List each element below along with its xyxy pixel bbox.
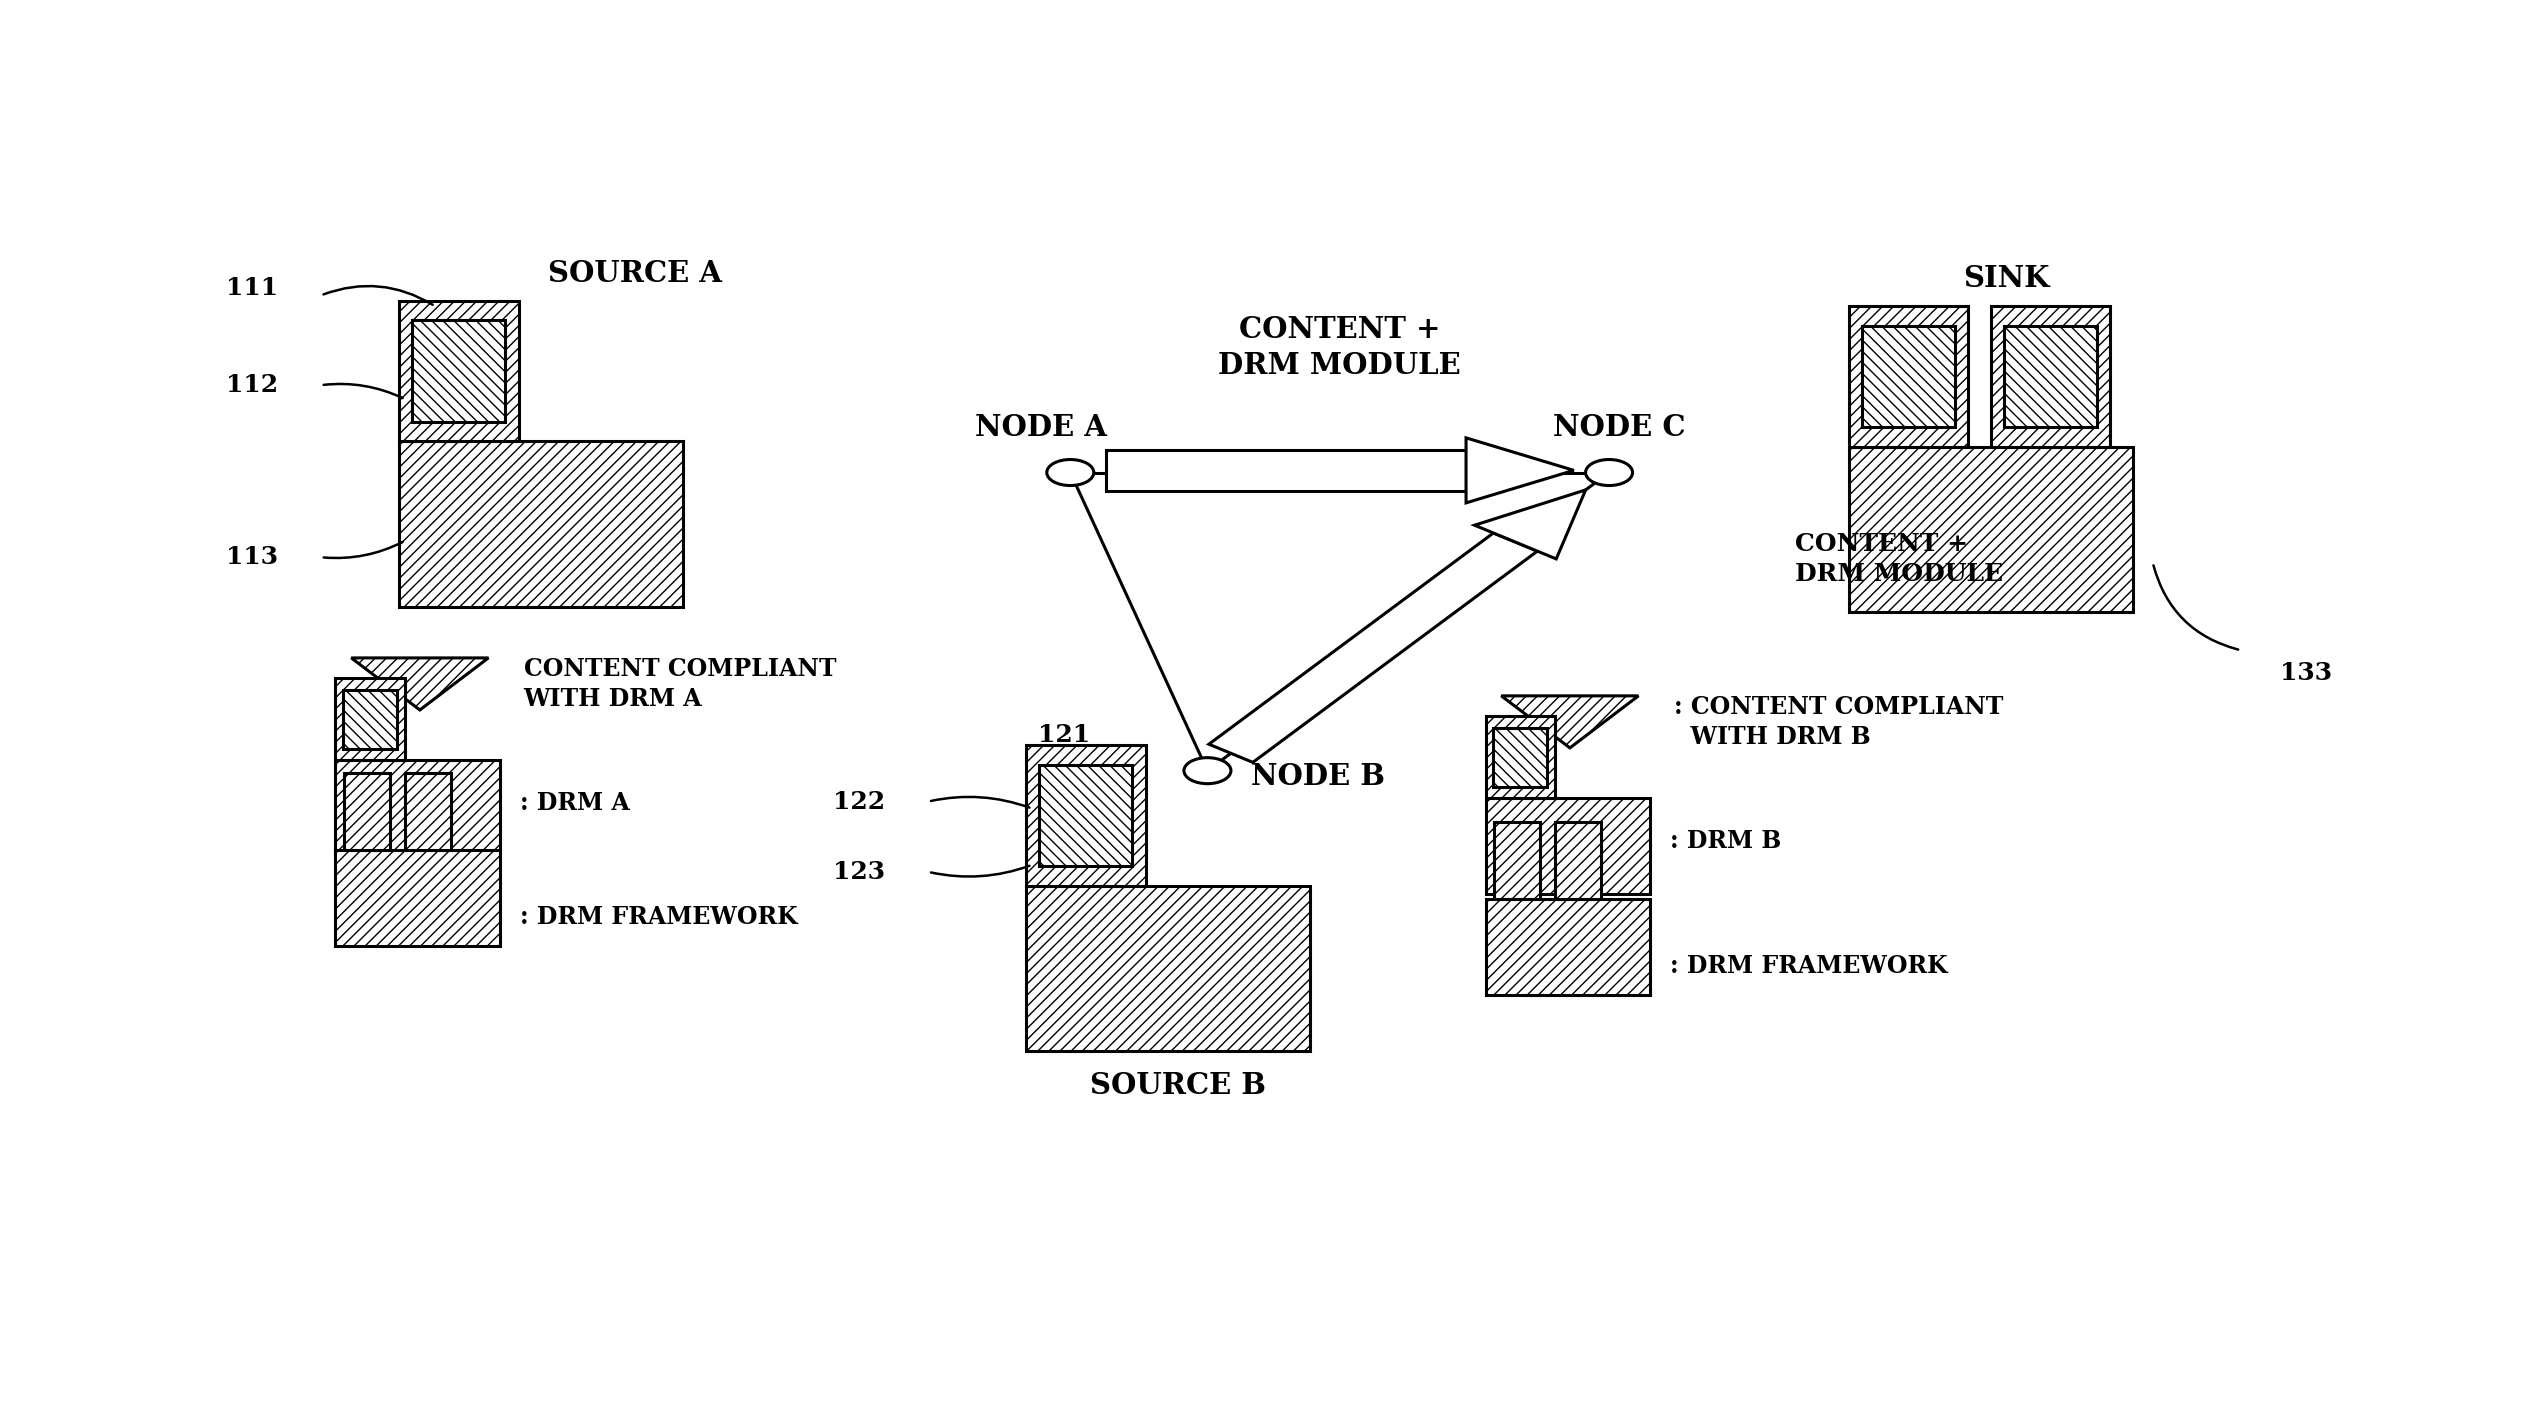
Text: 111: 111 [225, 276, 278, 300]
Bar [1992, 306, 2111, 446]
Bar [404, 773, 450, 850]
Text: : DRM B: : DRM B [1671, 829, 1782, 853]
Bar [1486, 717, 1555, 798]
Bar [344, 690, 397, 749]
Circle shape [1047, 459, 1095, 486]
Text: SOURCE A: SOURCE A [549, 259, 723, 287]
Bar [1494, 822, 1540, 898]
Text: NODE C: NODE C [1552, 413, 1686, 442]
Bar [1863, 325, 1954, 427]
Polygon shape [1466, 438, 1575, 503]
Bar [399, 301, 518, 442]
Text: CONTENT +
DRM MODULE: CONTENT + DRM MODULE [1795, 532, 2002, 586]
Bar [1555, 822, 1600, 898]
Text: 122: 122 [834, 790, 885, 814]
Text: SOURCE B: SOURCE B [1090, 1071, 1267, 1100]
Bar [336, 850, 501, 946]
Text: SINK: SINK [1964, 265, 2050, 293]
Polygon shape [1208, 534, 1537, 762]
Text: NODE B: NODE B [1251, 762, 1385, 790]
Text: CONTENT +
DRM MODULE: CONTENT + DRM MODULE [1218, 315, 1461, 380]
Text: CONTENT COMPLIANT
WITH DRM A: CONTENT COMPLIANT WITH DRM A [523, 658, 837, 711]
Bar [412, 321, 506, 422]
Text: 133: 133 [2280, 662, 2333, 686]
Bar [1848, 446, 2134, 612]
Text: : DRM FRAMEWORK: : DRM FRAMEWORK [1671, 953, 1947, 977]
Bar [1486, 798, 1651, 894]
Bar [399, 442, 683, 607]
Circle shape [1183, 758, 1231, 784]
Bar [1026, 745, 1145, 886]
Bar [1494, 728, 1547, 787]
Text: 112: 112 [225, 373, 278, 397]
Text: : DRM FRAMEWORK: : DRM FRAMEWORK [521, 905, 796, 929]
Bar [1848, 306, 1969, 446]
Text: : CONTENT COMPLIANT
  WITH DRM B: : CONTENT COMPLIANT WITH DRM B [1674, 696, 2002, 749]
Text: : DRM A: : DRM A [521, 791, 629, 815]
Bar [336, 679, 404, 760]
Polygon shape [1502, 696, 1638, 748]
Text: 121: 121 [1039, 722, 1090, 746]
Bar [336, 760, 501, 856]
Text: 113: 113 [225, 545, 278, 569]
Circle shape [1585, 459, 1633, 486]
Bar [2005, 325, 2098, 427]
Polygon shape [351, 658, 488, 710]
Bar [1039, 765, 1133, 866]
Text: NODE A: NODE A [976, 413, 1107, 442]
Bar [1105, 449, 1466, 491]
Text: 123: 123 [834, 860, 885, 884]
Polygon shape [1474, 490, 1585, 559]
Bar [1486, 898, 1651, 994]
Bar [344, 773, 389, 850]
Bar [1026, 886, 1310, 1052]
